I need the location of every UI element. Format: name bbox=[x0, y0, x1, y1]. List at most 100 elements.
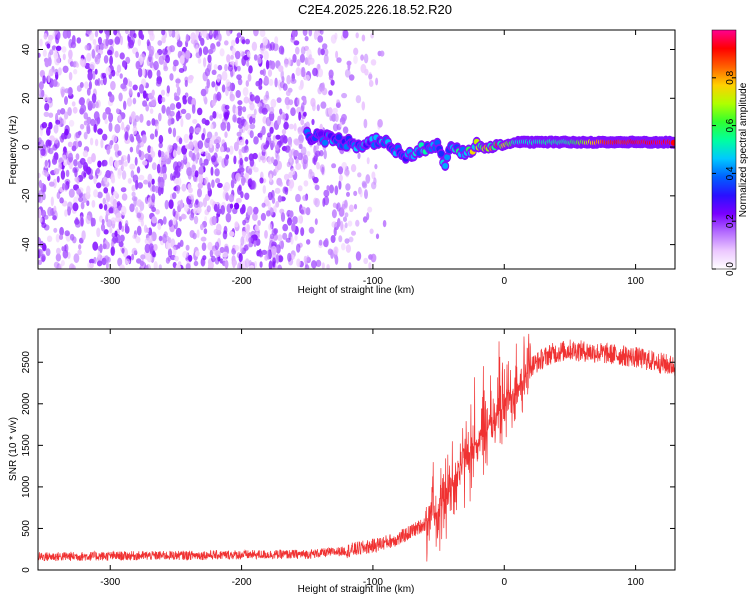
heatmap-cell bbox=[146, 120, 151, 127]
heatmap-cell bbox=[355, 251, 362, 261]
heatmap-cell bbox=[94, 44, 100, 53]
heatmap-cell bbox=[299, 53, 305, 63]
heatmap-cell bbox=[287, 217, 293, 226]
heatmap-cell bbox=[207, 54, 212, 63]
heatmap-cell bbox=[271, 228, 277, 236]
heatmap-cell bbox=[317, 35, 324, 43]
heatmap-cell bbox=[121, 170, 127, 180]
heatmap-cell bbox=[151, 185, 156, 193]
heatmap-cell bbox=[348, 236, 354, 243]
heatmap-cell bbox=[213, 64, 218, 70]
colorbar-tick-label: 0.6 bbox=[725, 118, 736, 132]
heatmap-cell bbox=[332, 123, 339, 132]
heatmap-cell bbox=[118, 221, 122, 231]
heatmap-cell bbox=[71, 101, 76, 107]
heatmap-cell bbox=[92, 241, 99, 251]
heatmap-cell bbox=[259, 177, 264, 184]
heatmap-cell bbox=[93, 189, 99, 198]
heatmap-cell bbox=[282, 223, 289, 232]
heatmap-cell bbox=[107, 49, 113, 56]
heatmap-cell bbox=[86, 87, 91, 96]
heatmap-cell bbox=[216, 208, 223, 215]
heatmap-cell bbox=[185, 33, 189, 44]
heatmap-cell bbox=[128, 90, 133, 96]
heatmap-cell bbox=[47, 206, 53, 217]
x-tick-label: 0 bbox=[501, 276, 507, 287]
heatmap-cell bbox=[153, 243, 158, 251]
heatmap-cell bbox=[368, 254, 373, 260]
heatmap-cell bbox=[282, 135, 288, 144]
heatmap-cell bbox=[238, 123, 243, 129]
heatmap-cell bbox=[57, 67, 62, 76]
heatmap-cell bbox=[231, 47, 237, 56]
heatmap-cell bbox=[89, 137, 94, 146]
heatmap-cell bbox=[209, 30, 213, 36]
heatmap-cell bbox=[175, 264, 181, 269]
heatmap-cell bbox=[151, 193, 156, 203]
heatmap-cell bbox=[175, 82, 179, 88]
heatmap-cell bbox=[193, 146, 200, 154]
heatmap-cell bbox=[320, 101, 327, 109]
heatmap-cell bbox=[38, 179, 43, 189]
heatmap-cell bbox=[324, 238, 329, 248]
heatmap-cell bbox=[92, 39, 97, 45]
heatmap-cell bbox=[140, 141, 145, 148]
heatmap-cell bbox=[438, 150, 445, 157]
heatmap-cell bbox=[114, 36, 121, 45]
heatmap-cell bbox=[93, 123, 97, 133]
heatmap-cell bbox=[147, 30, 154, 36]
heatmap-cell bbox=[201, 118, 207, 124]
heatmap-cell bbox=[267, 69, 273, 77]
heatmap-cell bbox=[128, 80, 133, 88]
heatmap-cell bbox=[226, 54, 231, 63]
heatmap-cell bbox=[67, 141, 73, 148]
heatmap-cell bbox=[86, 126, 91, 135]
x-tick-label: -300 bbox=[100, 276, 120, 287]
heatmap-cell bbox=[195, 250, 200, 257]
heatmap-cell bbox=[303, 111, 307, 117]
heatmap-cell bbox=[114, 123, 121, 134]
heatmap-cell bbox=[195, 51, 202, 59]
heatmap-cell bbox=[195, 151, 200, 159]
heatmap-cell bbox=[108, 207, 114, 214]
heatmap-cell bbox=[197, 201, 204, 208]
y-tick-label: 2500 bbox=[21, 351, 32, 374]
heatmap-cell bbox=[106, 145, 111, 155]
heatmap-cell bbox=[302, 194, 308, 202]
heatmap-cell bbox=[264, 196, 269, 205]
heatmap-cell bbox=[68, 152, 74, 163]
heatmap-cell bbox=[53, 30, 59, 34]
heatmap-cell bbox=[96, 227, 101, 238]
heatmap-cell bbox=[260, 212, 266, 222]
heatmap-cell bbox=[145, 264, 149, 269]
heatmap-cell bbox=[196, 229, 200, 238]
heatmap-cell bbox=[346, 191, 350, 197]
heatmap-cell bbox=[271, 189, 275, 199]
heatmap-cell bbox=[159, 166, 164, 174]
heatmap-cell bbox=[317, 68, 324, 78]
y-tick-label: 1000 bbox=[21, 475, 32, 498]
heatmap-cell bbox=[304, 264, 310, 269]
heatmap-cell bbox=[323, 189, 330, 198]
heatmap-cell bbox=[85, 166, 92, 175]
heatmap-cell bbox=[45, 248, 51, 256]
heatmap-cell bbox=[193, 215, 199, 225]
heatmap-cell bbox=[348, 262, 352, 269]
heatmap-cell bbox=[132, 84, 138, 91]
heatmap-cell bbox=[161, 48, 168, 55]
x-tick-label: 100 bbox=[627, 577, 644, 588]
heatmap-cell bbox=[330, 249, 334, 259]
heatmap-cell bbox=[158, 142, 163, 149]
heatmap-cell bbox=[185, 112, 192, 120]
heatmap-cell bbox=[282, 232, 288, 240]
heatmap-cell bbox=[44, 59, 50, 68]
heatmap-cell bbox=[329, 184, 334, 194]
heatmap-cell bbox=[363, 118, 368, 129]
heatmap-cell bbox=[234, 221, 239, 228]
heatmap-cell bbox=[200, 236, 207, 242]
heatmap-cell bbox=[44, 171, 50, 177]
heatmap-cell bbox=[100, 223, 106, 232]
heatmap-cell bbox=[239, 157, 243, 166]
heatmap-cell bbox=[97, 36, 103, 45]
